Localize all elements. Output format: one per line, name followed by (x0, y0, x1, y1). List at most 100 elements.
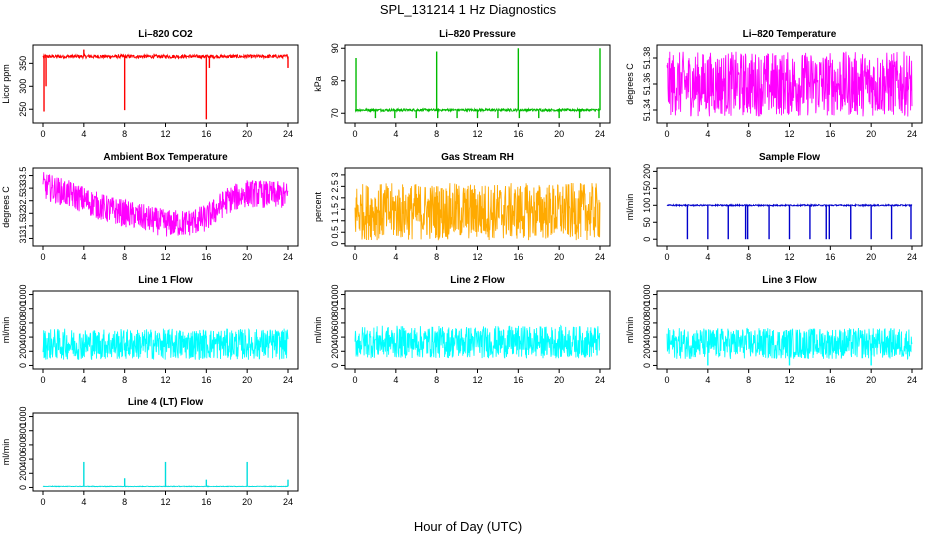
chart-panel: Line 2 Flow ml/min 0 4 8 12 16 20 24 0 20040060080… (313, 275, 611, 385)
y-tick-label: 3 (330, 172, 340, 177)
x-tick-label: 0 (664, 129, 669, 139)
series-line (354, 182, 601, 241)
y-tick-label: 200 (18, 344, 28, 359)
y-tick-label: 70 (330, 108, 340, 118)
panel-ylabel: ml/min (625, 194, 635, 221)
y-tick-label: 150 (642, 181, 652, 196)
x-tick-label: 8 (434, 252, 439, 262)
x-tick-label: 20 (554, 129, 564, 139)
y-tick-label: 33 (18, 183, 28, 193)
y-tick-label: 400 (642, 330, 652, 345)
y-tick-label: 350 (18, 56, 28, 71)
y-tick-label: 400 (18, 330, 28, 345)
y-tick-label: 1.5 (330, 203, 340, 216)
y-tick-label: 0 (18, 485, 28, 490)
y-tick-label: 1000 (642, 285, 652, 305)
x-tick-label: 16 (513, 129, 523, 139)
x-tick-label: 12 (472, 129, 482, 139)
y-tick-label: 0 (330, 363, 340, 368)
x-tick-label: 4 (81, 497, 86, 507)
panel-title: Line 3 Flow (762, 275, 817, 286)
y-tick-label: 0 (330, 241, 340, 246)
plot-frame (32, 167, 299, 247)
y-tick-label: 400 (18, 452, 28, 467)
y-tick-label: 1 (330, 218, 340, 223)
series-line (42, 327, 289, 360)
y-tick-label: 100 (642, 198, 652, 213)
chart-panel: Sample Flow ml/min 0 4 8 12 16 20 24 0 50 100 150 200 (625, 152, 923, 262)
panel-ylabel: kPa (313, 76, 323, 92)
y-tick-label: 0 (18, 363, 28, 368)
x-tick-label: 4 (705, 252, 710, 262)
chart-panel: Line 4 (LT) Flow ml/min 0 4 8 12 16 20 24 0 200400… (1, 397, 299, 507)
panel-ylabel: degrees C (1, 186, 11, 228)
y-tick-label: 200 (642, 164, 652, 179)
y-tick-label: 50 (642, 217, 652, 227)
y-tick-label: 300 (18, 79, 28, 94)
x-tick-label: 8 (122, 375, 127, 385)
y-tick-label: 32.5 (18, 192, 28, 210)
figure-title: SPL_131214 1 Hz Diagnostics (380, 2, 557, 17)
y-tick-label: 0.5 (330, 226, 340, 239)
x-tick-label: 20 (866, 252, 876, 262)
y-tick-label: 51.38 (642, 47, 652, 70)
x-tick-label: 0 (352, 375, 357, 385)
x-tick-label: 20 (866, 375, 876, 385)
y-tick-label: 32 (18, 208, 28, 218)
x-tick-label: 20 (866, 129, 876, 139)
x-tick-label: 0 (40, 129, 45, 139)
series-line (666, 51, 913, 117)
y-tick-label: 600 (642, 315, 652, 330)
x-tick-label: 8 (122, 497, 127, 507)
panel-ylabel: ml/min (1, 439, 11, 466)
chart-panel: Li–820 Pressure kPa 0 4 8 12 16 20 24 70 80 90 (313, 29, 611, 139)
x-tick-label: 12 (472, 375, 482, 385)
x-tick-label: 8 (122, 129, 127, 139)
x-tick-label: 16 (825, 375, 835, 385)
figure-xlabel: Hour of Day (UTC) (414, 519, 522, 534)
y-tick-label: 2 (330, 195, 340, 200)
y-tick-label: 600 (18, 437, 28, 452)
y-tick-label: 33.5 (18, 167, 28, 185)
x-tick-label: 16 (825, 252, 835, 262)
y-tick-label: 600 (330, 315, 340, 330)
x-tick-label: 8 (746, 252, 751, 262)
x-tick-label: 4 (705, 129, 710, 139)
y-tick-label: 1000 (18, 285, 28, 305)
series-line (42, 53, 289, 60)
x-tick-label: 12 (160, 375, 170, 385)
x-tick-label: 12 (160, 129, 170, 139)
x-tick-label: 20 (554, 252, 564, 262)
series-line (354, 324, 601, 359)
panel-title: Gas Stream RH (441, 152, 514, 163)
x-tick-label: 24 (283, 375, 293, 385)
plot-frame (344, 290, 611, 370)
y-tick-label: 31 (18, 233, 28, 243)
x-tick-label: 12 (784, 252, 794, 262)
x-tick-label: 24 (595, 375, 605, 385)
x-tick-label: 12 (784, 129, 794, 139)
y-tick-label: 400 (330, 330, 340, 345)
x-tick-label: 20 (242, 375, 252, 385)
y-tick-label: 600 (18, 315, 28, 330)
chart-panel: Ambient Box Temperature degrees C 0 4 8 12 16 2… (1, 152, 299, 262)
panel-title: Li–820 Pressure (439, 29, 516, 40)
x-tick-label: 20 (554, 375, 564, 385)
series-line (354, 107, 601, 114)
x-tick-label: 24 (283, 252, 293, 262)
x-tick-label: 0 (352, 252, 357, 262)
y-tick-label: 51.36 (642, 73, 652, 96)
x-tick-label: 0 (664, 252, 669, 262)
y-tick-label: 800 (642, 301, 652, 316)
y-tick-label: 31.5 (18, 217, 28, 235)
x-tick-label: 20 (242, 129, 252, 139)
x-tick-label: 4 (81, 129, 86, 139)
x-tick-label: 20 (242, 497, 252, 507)
x-tick-label: 16 (513, 252, 523, 262)
x-tick-label: 8 (434, 375, 439, 385)
series-line (666, 202, 913, 208)
panel-title: Li–820 CO2 (138, 29, 193, 40)
y-tick-label: 800 (18, 423, 28, 438)
panel-ylabel: ml/min (625, 317, 635, 344)
